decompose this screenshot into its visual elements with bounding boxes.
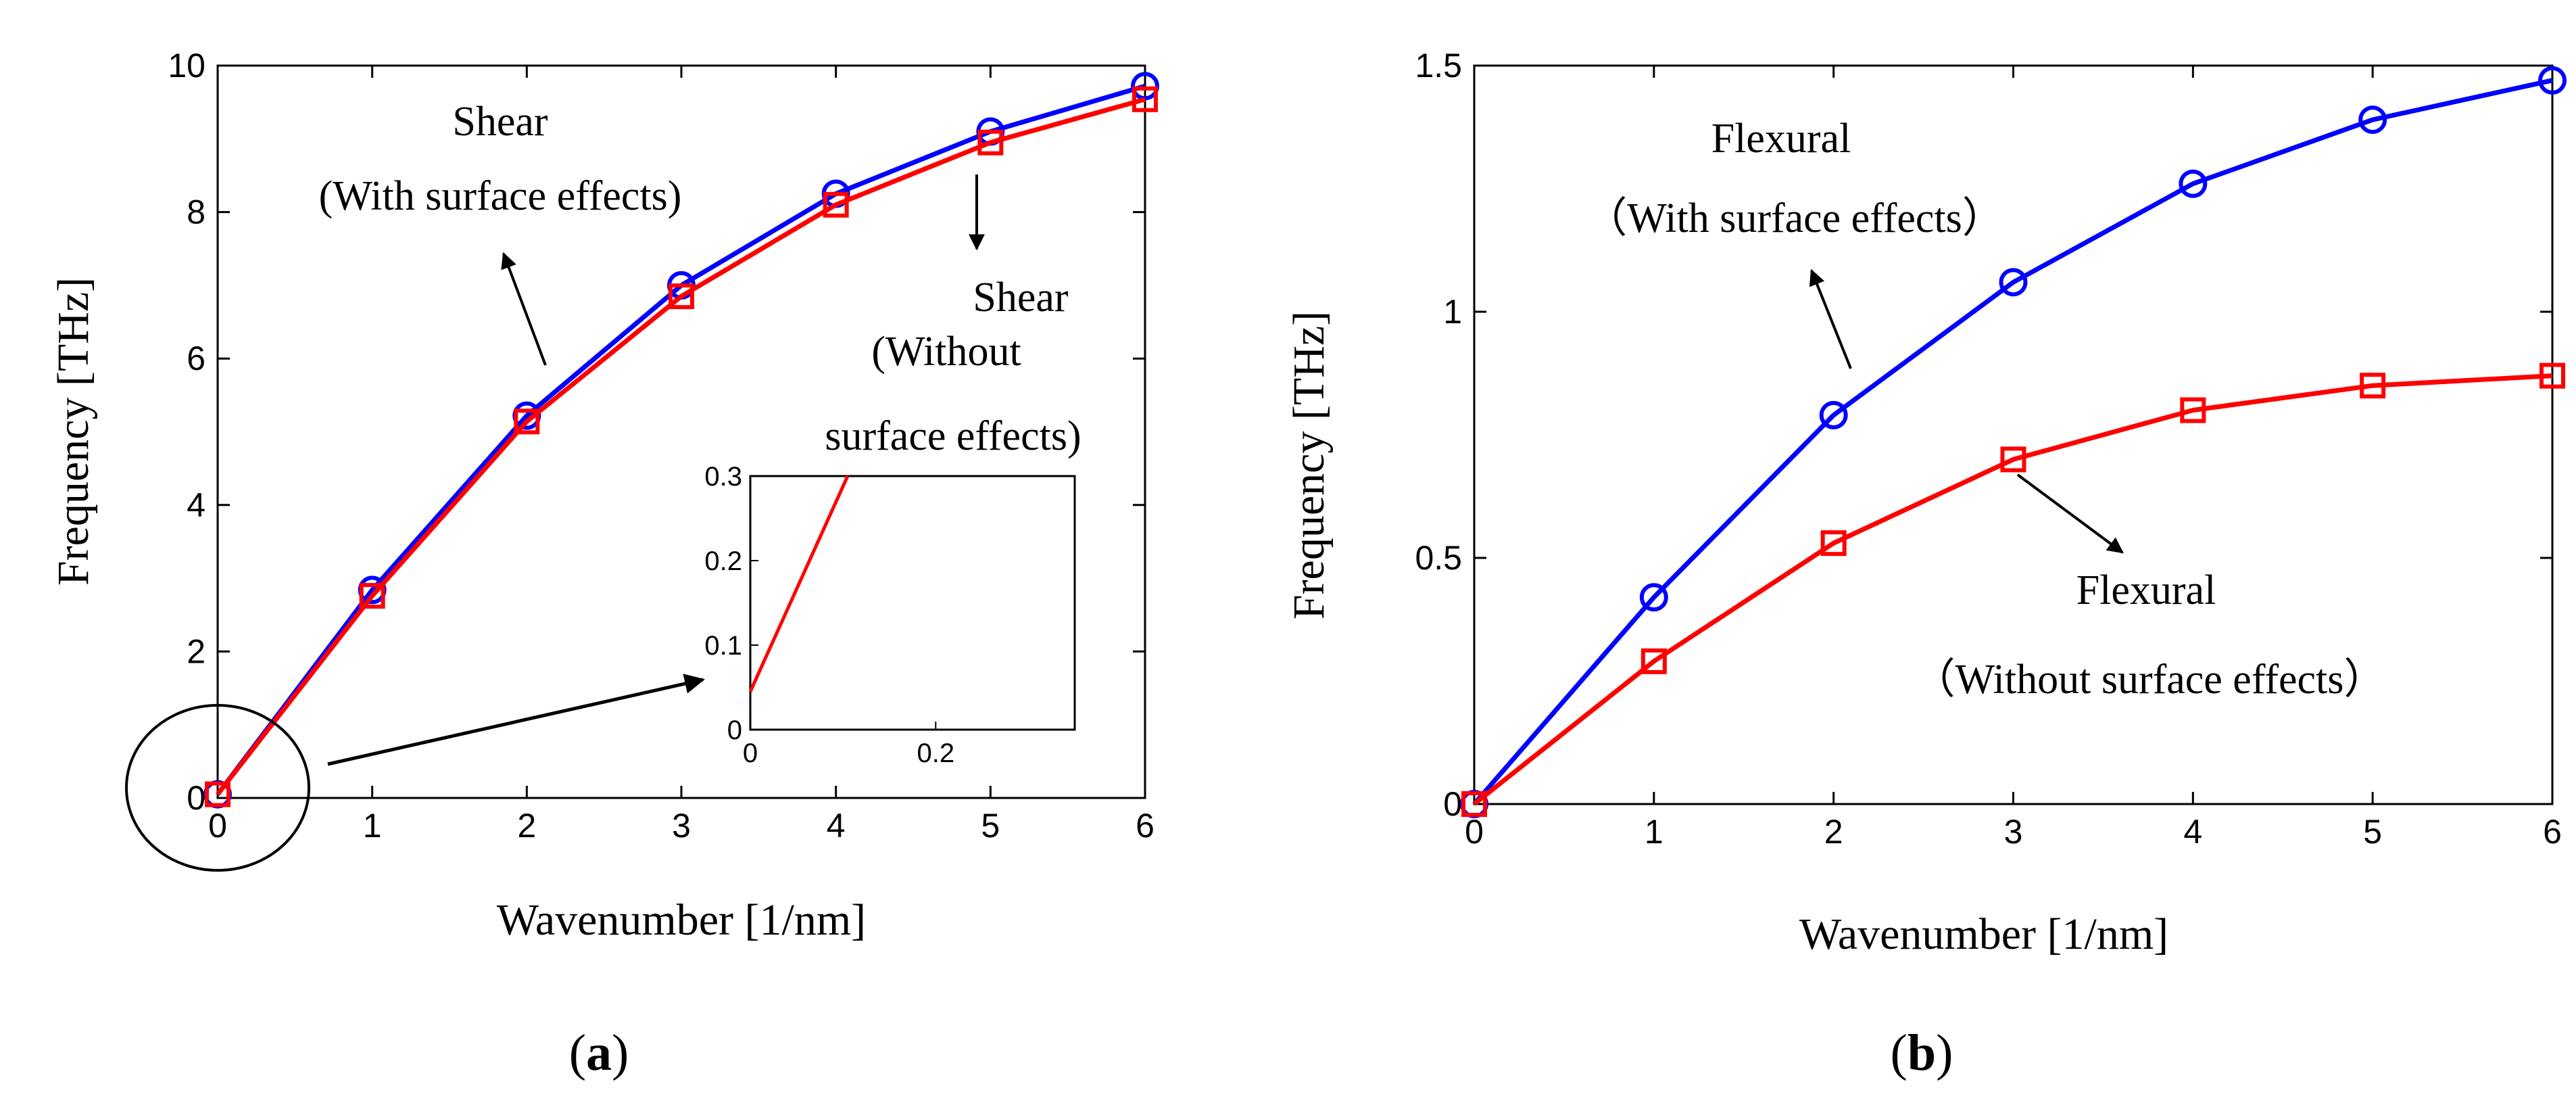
panel-a-y-tick-label: 4 bbox=[187, 486, 205, 524]
panel-b-x-tick-label: 3 bbox=[2004, 813, 2023, 851]
panel-a-inset-y-tick-label: 0.3 bbox=[704, 462, 742, 492]
panel-a-inset-y-tick-label: 0.2 bbox=[704, 546, 742, 576]
panel-a-inset-y-tick-label: 0 bbox=[727, 715, 742, 745]
panel-a-annotation-with-subtitle: (With surface effects) bbox=[319, 173, 682, 219]
panel-a-x-tick-label: 0 bbox=[208, 807, 227, 845]
panel-a-inset-ticks: 0 0.2 0 0.1 0.2 0.3 bbox=[704, 462, 954, 768]
panel-a-series bbox=[203, 72, 1159, 809]
panel-b-point-red bbox=[2539, 362, 2565, 389]
panel-a-x-axis-label: Wavenumber [1/nm] bbox=[497, 895, 866, 945]
panel-a-inset-frame bbox=[749, 475, 1076, 731]
panel-a-inset: 0 0.2 0 0.1 0.2 0.3 bbox=[704, 462, 1076, 768]
panel-a-annotation-without-title: Shear bbox=[973, 275, 1069, 321]
panel-b-x-tick-label: 6 bbox=[2543, 813, 2562, 851]
panel-a-y-ticks: 0 2 4 6 8 10 bbox=[168, 47, 1145, 817]
panel-b-y-tick-label: 1 bbox=[1443, 293, 1462, 331]
panel-a-x-tick-label: 3 bbox=[672, 807, 691, 845]
panel-a-x-tick-label: 5 bbox=[981, 807, 1000, 845]
panel-a-point-red bbox=[205, 781, 230, 807]
panel-a-inset-x-tick-label: 0 bbox=[743, 738, 758, 768]
panel-a-point-red bbox=[514, 408, 540, 435]
panel-b-point-blue bbox=[2538, 66, 2567, 95]
panel-b-x-tick-label: 0 bbox=[1465, 813, 1484, 851]
panel-a-zoom-ellipse bbox=[125, 704, 310, 872]
panel-a-point-red bbox=[669, 283, 694, 310]
panel-b: 0 1 2 3 4 5 6 0 0.5 1 1.5 Wavenumber [1/nm] Frequ… bbox=[1284, 47, 2567, 1081]
panel-b-point-red bbox=[2000, 446, 2026, 473]
panel-b-point-blue bbox=[1819, 400, 1848, 429]
panel-b-point-red bbox=[2360, 373, 2386, 399]
panel-a-series-line-red bbox=[216, 97, 1146, 796]
panel-b-series-line-blue bbox=[1472, 78, 2553, 806]
panel-a-point-blue bbox=[1131, 72, 1159, 101]
panel-b-series-line-red bbox=[1472, 373, 2553, 806]
panel-b-x-tick-label: 1 bbox=[1645, 813, 1663, 851]
panel-a-x-ticks: 0 1 2 3 4 5 6 bbox=[208, 66, 1155, 845]
panel-a: 0 1 2 3 4 5 6 0 2 4 6 8 10 Wavenumber [1/nm] Freque… bbox=[49, 47, 1159, 1081]
panel-a-zoom-arrow bbox=[327, 674, 705, 766]
panel-a-arrow-with bbox=[501, 252, 547, 366]
panel-b-arrow-with bbox=[1809, 268, 1852, 369]
panel-b-point-blue bbox=[1999, 268, 2028, 297]
panel-b-caption: (b) bbox=[1891, 1024, 1953, 1081]
panel-a-y-tick-label: 0 bbox=[187, 779, 205, 817]
panel-b-series bbox=[1460, 66, 2567, 818]
panel-b-annotation-with-subtitle: （With surface effects） bbox=[1585, 195, 2004, 241]
panel-b-x-tick-label: 4 bbox=[2183, 813, 2202, 851]
panel-b-y-ticks: 0 0.5 1 1.5 bbox=[1415, 47, 2552, 823]
panel-b-y-tick-label: 1.5 bbox=[1415, 47, 1462, 85]
panel-b-y-tick-label: 0 bbox=[1443, 785, 1462, 823]
panel-b-annotation-without-subtitle: （Without surface effects） bbox=[1914, 657, 2386, 703]
panel-a-x-tick-label: 1 bbox=[363, 807, 382, 845]
panel-b-point-red bbox=[2180, 397, 2206, 423]
panel-b-point-red bbox=[1641, 648, 1667, 674]
panel-a-y-tick-label: 6 bbox=[187, 339, 205, 377]
panel-b-x-tick-label: 5 bbox=[2363, 813, 2382, 851]
panel-a-point-red bbox=[1132, 86, 1158, 112]
panel-a-y-tick-label: 10 bbox=[168, 47, 205, 85]
panel-b-annotation-with-title: Flexural bbox=[1711, 116, 1851, 162]
panel-a-x-tick-label: 4 bbox=[827, 807, 846, 845]
panel-b-point-red bbox=[1820, 530, 1847, 557]
panel-a-x-tick-label: 2 bbox=[517, 807, 536, 845]
panel-a-caption: (a) bbox=[569, 1024, 629, 1081]
panel-a-annotation-without-line2: (Without bbox=[871, 329, 1021, 375]
panel-a-point-red bbox=[359, 583, 385, 609]
panel-b-point-blue bbox=[2179, 169, 2208, 198]
panel-b-point-red bbox=[1461, 791, 1487, 817]
panel-a-inset-y-tick-label: 0.1 bbox=[704, 631, 742, 661]
panel-a-x-tick-label: 6 bbox=[1136, 807, 1155, 845]
panel-b-x-tick-label: 2 bbox=[1824, 813, 1843, 851]
panel-a-point-red bbox=[977, 129, 1004, 156]
panel-a-annotation-with-title: Shear bbox=[452, 99, 548, 145]
panel-a-inset-red-line bbox=[748, 475, 850, 692]
panel-b-x-ticks: 0 1 2 3 4 5 6 bbox=[1465, 66, 2562, 851]
panel-a-inset-x-tick-label: 0.2 bbox=[917, 738, 954, 768]
panel-a-y-axis-label: Frequency [THz] bbox=[49, 277, 98, 586]
panel-b-y-axis-label: Frequency [THz] bbox=[1284, 311, 1334, 619]
panel-b-annotation-without-title: Flexural bbox=[2076, 567, 2216, 613]
panel-a-point-red bbox=[823, 191, 849, 218]
panel-a-y-tick-label: 8 bbox=[187, 193, 205, 231]
panel-b-point-blue bbox=[2358, 105, 2387, 135]
panel-b-x-axis-label: Wavenumber [1/nm] bbox=[1799, 910, 2168, 959]
panel-b-y-tick-label: 0.5 bbox=[1415, 539, 1462, 577]
panel-b-point-blue bbox=[1639, 583, 1668, 612]
panel-a-annotation-without-line3: surface effects) bbox=[825, 413, 1081, 459]
panel-a-y-tick-label: 2 bbox=[187, 632, 205, 670]
panel-b-arrow-without bbox=[2016, 473, 2124, 554]
